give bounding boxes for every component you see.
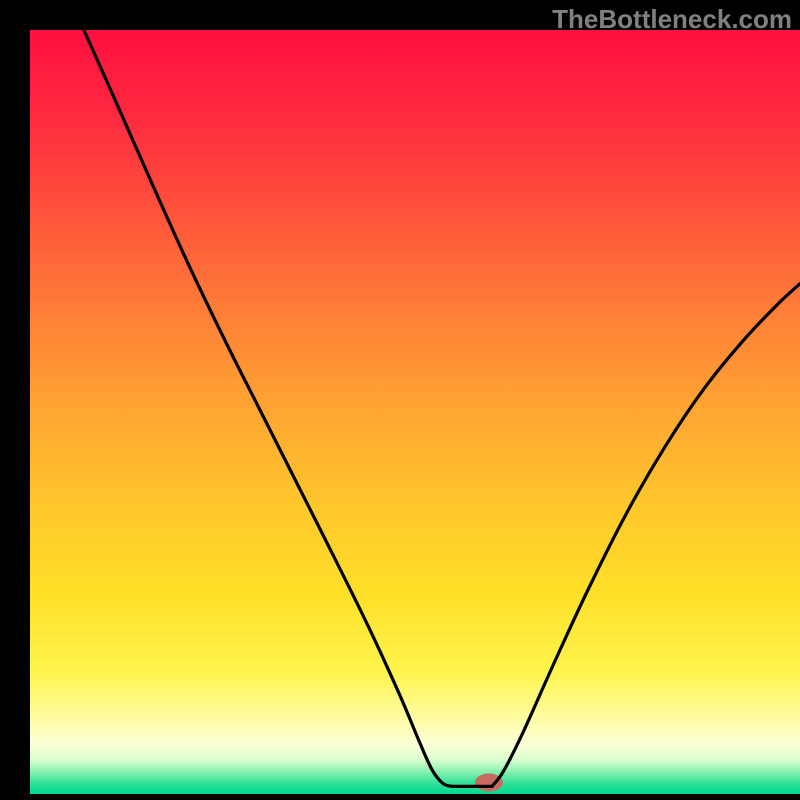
gradient-panel — [30, 30, 800, 794]
bottleneck-chart — [0, 0, 800, 800]
watermark-text: TheBottleneck.com — [552, 4, 792, 35]
